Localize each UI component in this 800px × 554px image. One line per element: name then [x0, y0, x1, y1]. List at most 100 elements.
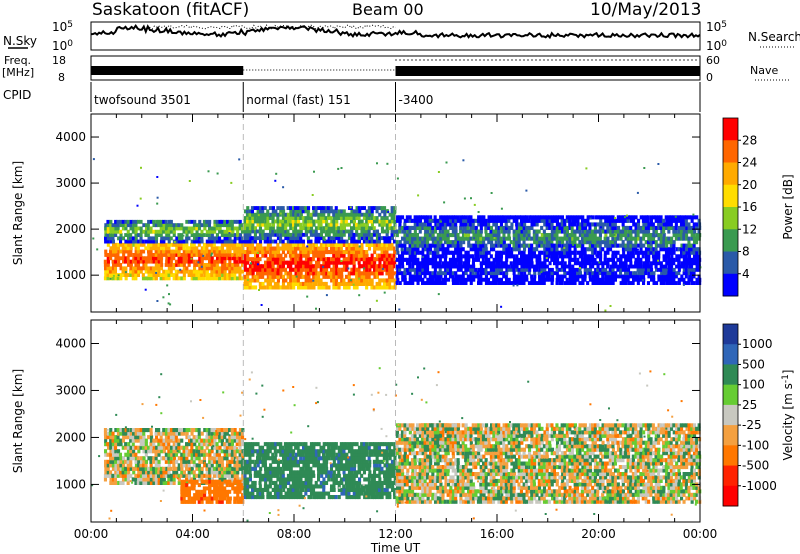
data-cell [352, 278, 356, 283]
data-cell [353, 226, 357, 231]
data-cell [185, 236, 189, 241]
data-cell [619, 236, 623, 241]
data-cell [263, 285, 267, 290]
data-cell [111, 276, 115, 281]
data-cell [269, 229, 273, 234]
data-cell [601, 267, 605, 272]
data-cell [187, 470, 191, 475]
data-cell [192, 452, 196, 457]
data-cell [182, 489, 186, 494]
data-cell [400, 261, 404, 266]
data-cell [347, 236, 351, 241]
noise-point [275, 172, 278, 175]
data-cell [533, 222, 537, 227]
data-cell [106, 253, 110, 257]
data-cell [154, 456, 158, 461]
data-cell [543, 250, 547, 255]
data-cell [147, 466, 151, 471]
data-cell [436, 261, 440, 266]
data-cell [213, 263, 217, 267]
data-cell [581, 215, 585, 220]
data-cell [667, 240, 671, 245]
data-cell [241, 473, 245, 478]
data-cell [434, 250, 438, 255]
data-cell [292, 285, 296, 290]
freq-label: Freq. [4, 54, 31, 67]
data-cell [596, 264, 600, 269]
data-cell [415, 261, 419, 266]
data-cell [386, 246, 390, 251]
data-cell [139, 431, 143, 436]
data-cell [631, 218, 635, 223]
data-cell [377, 285, 381, 290]
data-cell [192, 470, 196, 475]
data-cell [367, 219, 371, 224]
data-cell [223, 442, 227, 447]
data-cell [629, 250, 633, 255]
data-cell [520, 218, 524, 223]
data-cell [192, 463, 196, 468]
noise-point [112, 274, 115, 277]
data-cell [662, 240, 666, 245]
data-cell [117, 449, 121, 454]
data-cell [269, 250, 273, 255]
data-cell [408, 233, 412, 238]
data-cell [149, 477, 153, 482]
data-cell [236, 431, 240, 436]
noise-point [666, 274, 669, 277]
data-cell [258, 274, 262, 279]
data-cell [617, 225, 621, 230]
data-cell [175, 246, 179, 251]
data-cell [560, 236, 564, 241]
data-cell [177, 233, 181, 237]
data-cell [495, 257, 499, 262]
data-cell [360, 278, 364, 283]
data-cell [169, 269, 173, 274]
data-cell [307, 250, 311, 255]
data-cell [264, 219, 268, 224]
data-cell [497, 243, 501, 248]
data-cell [408, 247, 412, 252]
data-cell [375, 236, 379, 241]
data-cell [297, 242, 301, 247]
data-cell [299, 250, 303, 255]
data-cell [649, 225, 653, 230]
data-cell [197, 466, 201, 471]
data-cell [258, 285, 262, 290]
data-cell [167, 236, 171, 241]
data-cell [375, 257, 379, 262]
data-cell [484, 247, 488, 252]
data-cell [690, 274, 694, 279]
data-cell [190, 452, 194, 457]
data-cell [629, 271, 633, 276]
data-cell [266, 264, 270, 269]
data-cell [119, 466, 123, 471]
data-cell [347, 281, 351, 286]
data-cell [114, 435, 118, 440]
data-cell [525, 267, 529, 272]
data-cell [583, 247, 587, 252]
data-cell [352, 271, 356, 276]
data-cell [654, 215, 658, 220]
data-cell [446, 233, 450, 238]
data-cell [583, 236, 587, 241]
data-cell [441, 215, 445, 220]
data-cell [454, 261, 458, 266]
data-cell [195, 239, 199, 244]
data-cell [599, 218, 603, 223]
data-cell [126, 477, 130, 482]
data-cell [177, 253, 181, 257]
data-cell [401, 254, 405, 259]
colorbar-tick-label: 28 [742, 133, 757, 147]
data-cell [205, 273, 209, 277]
data-cell [169, 219, 173, 224]
data-cell [685, 281, 689, 285]
data-cell [174, 259, 178, 264]
data-cell [515, 267, 519, 272]
data-cell [550, 240, 554, 245]
data-cell [492, 271, 496, 276]
data-cell [368, 267, 372, 272]
colorbar-tick-label: 8 [742, 245, 750, 259]
data-cell [367, 281, 371, 286]
data-cell [294, 209, 298, 214]
